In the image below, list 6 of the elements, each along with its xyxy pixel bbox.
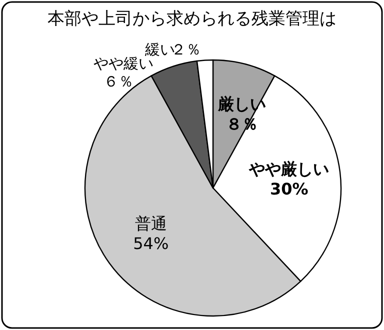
slice-label: 普通	[134, 214, 167, 234]
chart-title: 本部や上司から求められる残業管理は	[48, 9, 336, 29]
data-label: 54%	[133, 234, 169, 254]
slice-label: やや厳しい	[248, 159, 330, 178]
data-label: 30%	[270, 179, 308, 198]
data-label: ６％	[103, 72, 134, 90]
